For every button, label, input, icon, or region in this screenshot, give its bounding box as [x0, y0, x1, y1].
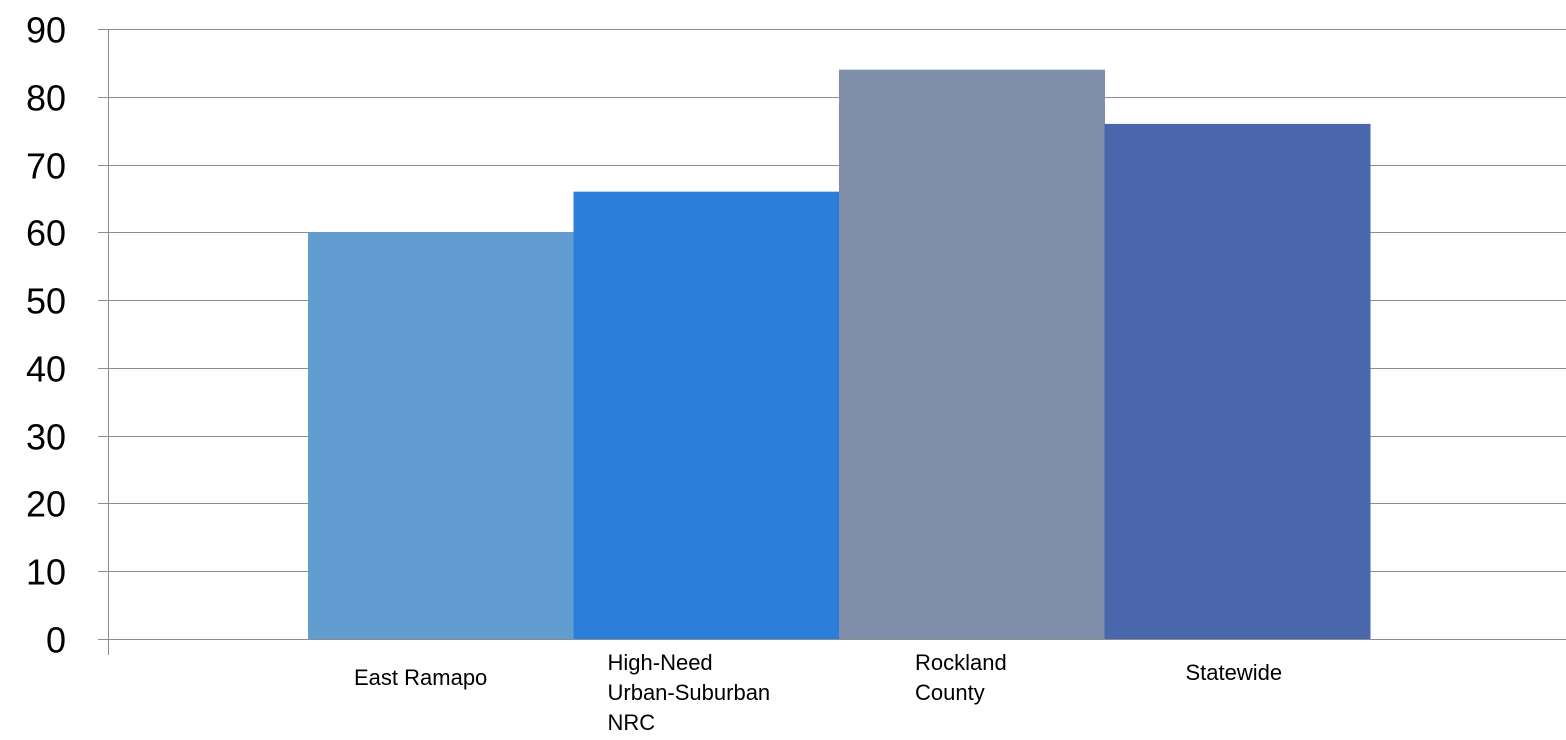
- y-tick-label: 80: [26, 78, 66, 119]
- y-tick-label: 10: [26, 552, 66, 593]
- bar: [573, 191, 840, 639]
- x-category-label-line: East Ramapo: [354, 665, 487, 690]
- x-category-label: East Ramapo: [354, 665, 487, 690]
- bar: [308, 232, 574, 640]
- y-tick-label: 60: [26, 213, 66, 254]
- bar: [1104, 123, 1371, 639]
- x-category-label-line: Statewide: [1186, 660, 1283, 685]
- x-category-label: Rockland County: [915, 650, 1007, 705]
- y-tick-label: 90: [26, 10, 66, 51]
- x-category-label-line: Rockland: [915, 650, 1007, 675]
- y-tick-label: 70: [26, 146, 66, 187]
- y-tick-label: 50: [26, 281, 66, 322]
- x-category-label-line: High-Need: [608, 650, 713, 675]
- bar: [839, 69, 1105, 639]
- x-category-label-line: County: [915, 680, 985, 705]
- bars: [308, 69, 1371, 640]
- y-tick-label: 30: [26, 417, 66, 458]
- x-category-label-line: NRC: [608, 710, 656, 735]
- x-category-label-line: Urban-Suburban: [608, 680, 771, 705]
- axes: [98, 29, 1566, 655]
- y-tick-label: 40: [26, 349, 66, 390]
- y-axis-tick-labels: 0 10 20 30 40 50 60 70 80 90: [26, 10, 66, 661]
- x-category-label: Statewide: [1186, 660, 1283, 685]
- x-axis-category-labels: East Ramapo High-Need Urban-Suburban NRC Roc…: [354, 650, 1282, 735]
- y-tick-label: 20: [26, 484, 66, 525]
- x-category-label: High-Need Urban-Suburban NRC: [608, 650, 771, 735]
- y-tick-label: 0: [46, 620, 66, 661]
